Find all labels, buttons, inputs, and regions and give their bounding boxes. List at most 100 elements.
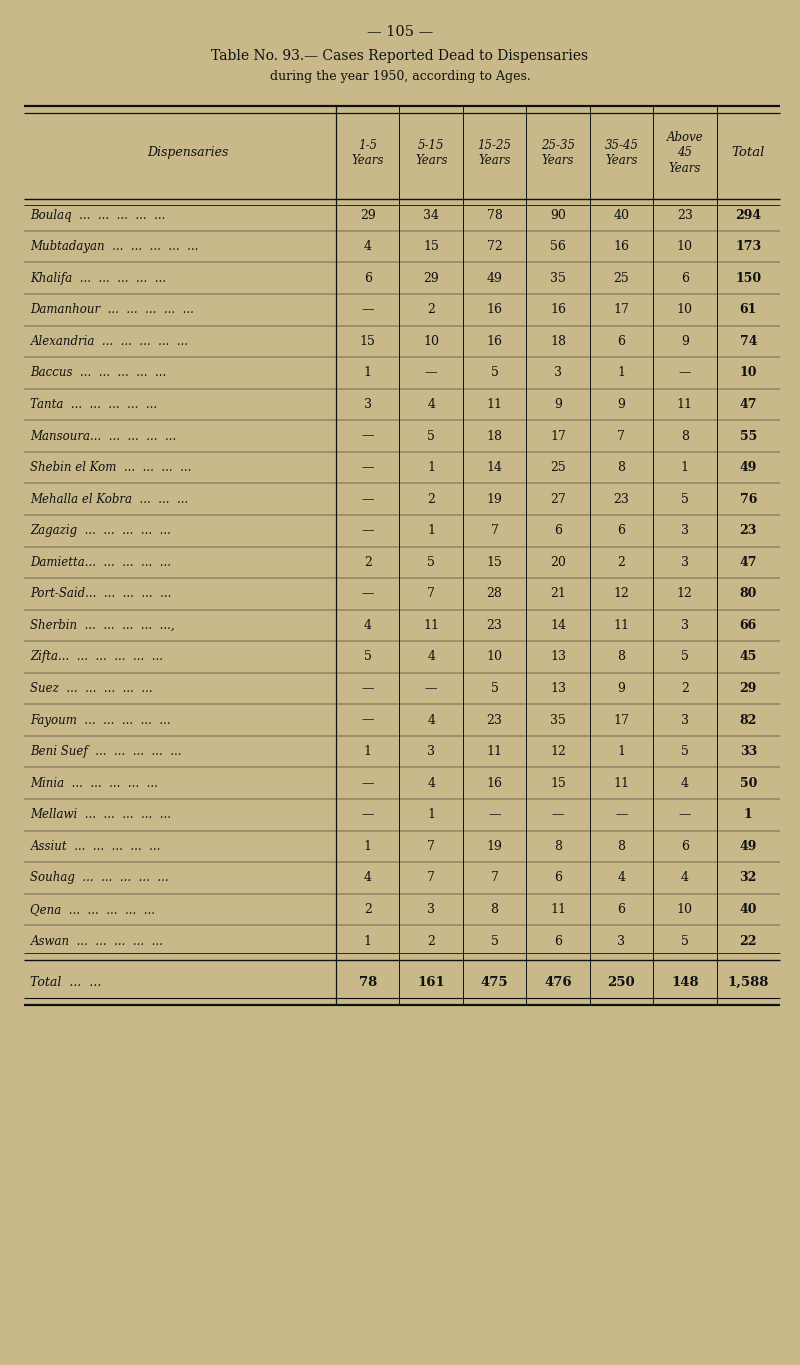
Text: 50: 50 xyxy=(739,777,757,790)
Text: 1: 1 xyxy=(427,461,435,474)
Text: 49: 49 xyxy=(739,839,757,853)
Text: —: — xyxy=(362,524,374,538)
Text: 29: 29 xyxy=(360,209,375,221)
Text: —: — xyxy=(362,682,374,695)
Text: 16: 16 xyxy=(486,303,502,317)
Text: —: — xyxy=(362,808,374,822)
Text: 66: 66 xyxy=(740,618,757,632)
Text: 1: 1 xyxy=(364,366,372,379)
Text: 4: 4 xyxy=(618,871,626,885)
Text: —: — xyxy=(425,682,438,695)
Text: 2: 2 xyxy=(618,556,626,569)
Text: Mehalla el Kobra  ...  ...  ...: Mehalla el Kobra ... ... ... xyxy=(30,493,189,505)
Text: 5: 5 xyxy=(490,366,498,379)
Text: —: — xyxy=(362,303,374,317)
Text: 10: 10 xyxy=(423,334,439,348)
Text: 173: 173 xyxy=(735,240,762,253)
Text: 55: 55 xyxy=(740,430,757,442)
Text: 7: 7 xyxy=(427,587,435,601)
Text: 8: 8 xyxy=(618,839,626,853)
Text: 6: 6 xyxy=(554,935,562,947)
Text: 11: 11 xyxy=(486,399,502,411)
Text: 5-15
Years: 5-15 Years xyxy=(415,139,447,167)
Text: 19: 19 xyxy=(486,493,502,505)
Text: 1: 1 xyxy=(744,808,753,822)
Text: 7: 7 xyxy=(618,430,626,442)
Text: 10: 10 xyxy=(677,240,693,253)
Text: 1: 1 xyxy=(427,524,435,538)
Text: Tanta  ...  ...  ...  ...  ...: Tanta ... ... ... ... ... xyxy=(30,399,158,411)
Text: 23: 23 xyxy=(486,618,502,632)
Text: 16: 16 xyxy=(614,240,630,253)
Text: Baccus  ...  ...  ...  ...  ...: Baccus ... ... ... ... ... xyxy=(30,366,166,379)
Text: 25-35
Years: 25-35 Years xyxy=(541,139,575,167)
Text: 2: 2 xyxy=(364,904,372,916)
Text: Zifta...  ...  ...  ...  ...  ...: Zifta... ... ... ... ... ... xyxy=(30,651,163,663)
Text: 7: 7 xyxy=(490,524,498,538)
Text: 78: 78 xyxy=(358,976,377,988)
Text: Khalifa  ...  ...  ...  ...  ...: Khalifa ... ... ... ... ... xyxy=(30,272,166,285)
Text: —: — xyxy=(362,587,374,601)
Text: 3: 3 xyxy=(427,904,435,916)
Text: Sherbin  ...  ...  ...  ...  ...,: Sherbin ... ... ... ... ..., xyxy=(30,618,175,632)
Text: 5: 5 xyxy=(427,430,435,442)
Text: 10: 10 xyxy=(739,366,757,379)
Text: 12: 12 xyxy=(677,587,693,601)
Text: 4: 4 xyxy=(681,777,689,790)
Text: 1: 1 xyxy=(364,745,372,758)
Text: 2: 2 xyxy=(427,935,435,947)
Text: 1,588: 1,588 xyxy=(727,976,769,988)
Text: Dispensaries: Dispensaries xyxy=(147,146,229,160)
Text: 1: 1 xyxy=(618,366,626,379)
Text: 11: 11 xyxy=(614,777,630,790)
Text: 294: 294 xyxy=(735,209,762,221)
Text: 1: 1 xyxy=(618,745,626,758)
Text: 6: 6 xyxy=(618,904,626,916)
Text: Aswan  ...  ...  ...  ...  ...: Aswan ... ... ... ... ... xyxy=(30,935,163,947)
Text: 3: 3 xyxy=(618,935,626,947)
Text: Damanhour  ...  ...  ...  ...  ...: Damanhour ... ... ... ... ... xyxy=(30,303,194,317)
Text: 3: 3 xyxy=(681,714,689,726)
Text: 6: 6 xyxy=(618,524,626,538)
Text: 3: 3 xyxy=(681,556,689,569)
Text: Suez  ...  ...  ...  ...  ...: Suez ... ... ... ... ... xyxy=(30,682,153,695)
Text: 8: 8 xyxy=(554,839,562,853)
Text: 4: 4 xyxy=(364,618,372,632)
Text: 17: 17 xyxy=(614,303,630,317)
Text: 49: 49 xyxy=(486,272,502,285)
Text: 72: 72 xyxy=(486,240,502,253)
Text: Minia  ...  ...  ...  ...  ...: Minia ... ... ... ... ... xyxy=(30,777,158,790)
Text: 2: 2 xyxy=(681,682,689,695)
Text: 5: 5 xyxy=(490,682,498,695)
Text: 33: 33 xyxy=(740,745,757,758)
Text: Total: Total xyxy=(731,146,765,160)
Text: Total  ...  ...: Total ... ... xyxy=(30,976,102,988)
Text: 47: 47 xyxy=(739,399,757,411)
Text: 4: 4 xyxy=(427,777,435,790)
Text: 40: 40 xyxy=(739,904,757,916)
Text: 8: 8 xyxy=(618,651,626,663)
Text: 3: 3 xyxy=(554,366,562,379)
Text: 21: 21 xyxy=(550,587,566,601)
Text: 2: 2 xyxy=(427,493,435,505)
Text: 14: 14 xyxy=(486,461,502,474)
Text: 250: 250 xyxy=(608,976,635,988)
Text: 8: 8 xyxy=(618,461,626,474)
Text: 4: 4 xyxy=(364,871,372,885)
Text: Mansoura...  ...  ...  ...  ...: Mansoura... ... ... ... ... xyxy=(30,430,177,442)
Text: 4: 4 xyxy=(427,714,435,726)
Text: 5: 5 xyxy=(681,493,689,505)
Text: —: — xyxy=(552,808,564,822)
Text: —: — xyxy=(678,366,691,379)
Text: Table No. 93.— Cases Reported Dead to Dispensaries: Table No. 93.— Cases Reported Dead to Di… xyxy=(211,49,589,63)
Text: 7: 7 xyxy=(427,871,435,885)
Text: 2: 2 xyxy=(427,303,435,317)
Text: 35: 35 xyxy=(550,272,566,285)
Text: 12: 12 xyxy=(614,587,630,601)
Text: 5: 5 xyxy=(364,651,372,663)
Text: 5: 5 xyxy=(681,745,689,758)
Text: 7: 7 xyxy=(427,839,435,853)
Text: —: — xyxy=(362,461,374,474)
Text: Souhag  ...  ...  ...  ...  ...: Souhag ... ... ... ... ... xyxy=(30,871,169,885)
Text: 35-45
Years: 35-45 Years xyxy=(605,139,638,167)
